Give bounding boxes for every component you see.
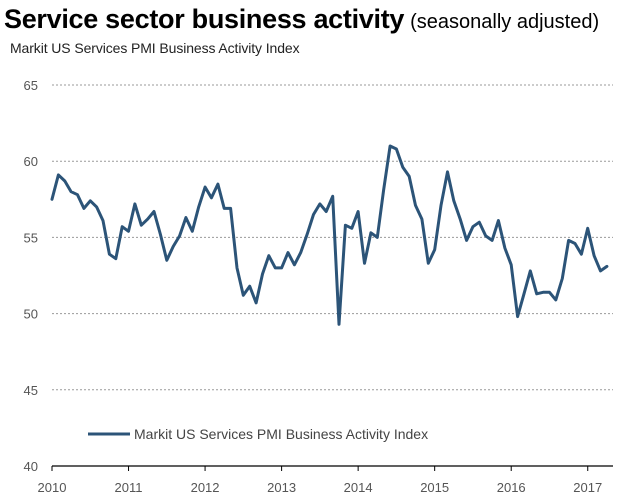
- x-tick-label: 2014: [344, 480, 373, 495]
- series-line-services-pmi: [50, 144, 609, 326]
- y-tick-label: 65: [24, 78, 38, 93]
- x-tick-label: 2017: [573, 480, 602, 495]
- y-tick-label: 40: [24, 459, 38, 474]
- chart-title: Service sector business activity (seasona…: [4, 2, 599, 41]
- legend-label: Markit US Services PMI Business Activity…: [134, 426, 428, 442]
- x-tick-label: 2010: [38, 480, 67, 495]
- chart-title-note: (seasonally adjusted): [410, 11, 600, 33]
- y-tick-label: 45: [24, 383, 38, 398]
- chart-subtitle: Markit US Services PMI Business Activity…: [10, 40, 300, 56]
- gridlines: [52, 84, 613, 391]
- x-tick-label: 2016: [497, 480, 526, 495]
- chart-title-main: Service sector business activity: [4, 4, 405, 34]
- axes: 40 45 50 55 60 65 2010 2011 2012 2013 2014 2015 2016…: [24, 78, 613, 495]
- y-tick-label: 60: [24, 154, 38, 169]
- x-tick-label: 2013: [267, 480, 296, 495]
- y-tick-label: 50: [24, 307, 38, 322]
- series: [50, 144, 609, 326]
- y-tick-label: 55: [24, 230, 38, 245]
- x-tick-label: 2012: [191, 480, 220, 495]
- x-tick-label: 2015: [420, 480, 449, 495]
- legend: Markit US Services PMI Business Activity…: [88, 426, 428, 442]
- x-tick-label: 2011: [115, 480, 143, 495]
